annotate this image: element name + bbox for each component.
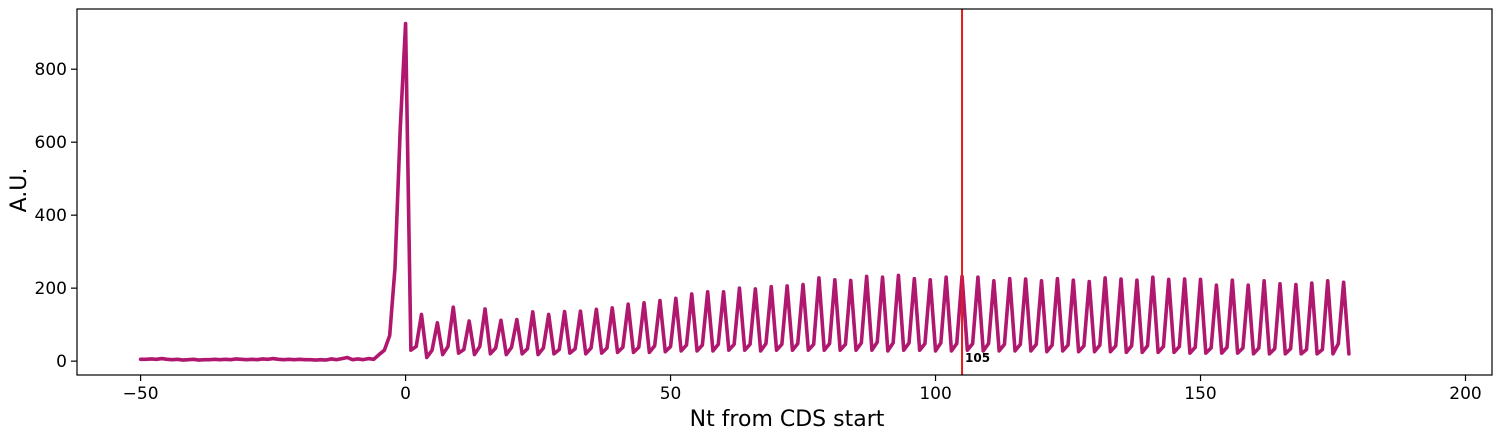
y-tick-label: 200 — [35, 279, 67, 299]
series-line-0 — [138, 21, 1351, 362]
y-tick-label: 600 — [35, 133, 67, 153]
vertical-marker-label: 105 — [965, 351, 990, 365]
x-tick-label: 100 — [919, 384, 951, 404]
x-tick-label: 0 — [400, 384, 411, 404]
x-axis-label: Nt from CDS start — [690, 407, 885, 432]
x-tick-label: −50 — [123, 384, 159, 404]
y-tick-label: 0 — [56, 352, 67, 372]
y-tick-label: 400 — [35, 206, 67, 226]
y-tick-label: 800 — [35, 60, 67, 80]
x-tick-label: 50 — [660, 384, 682, 404]
x-tick-label: 200 — [1449, 384, 1481, 404]
y-axis-label: A.U. — [7, 168, 32, 213]
x-tick-label: 150 — [1184, 384, 1216, 404]
plot-frame — [76, 8, 1493, 376]
